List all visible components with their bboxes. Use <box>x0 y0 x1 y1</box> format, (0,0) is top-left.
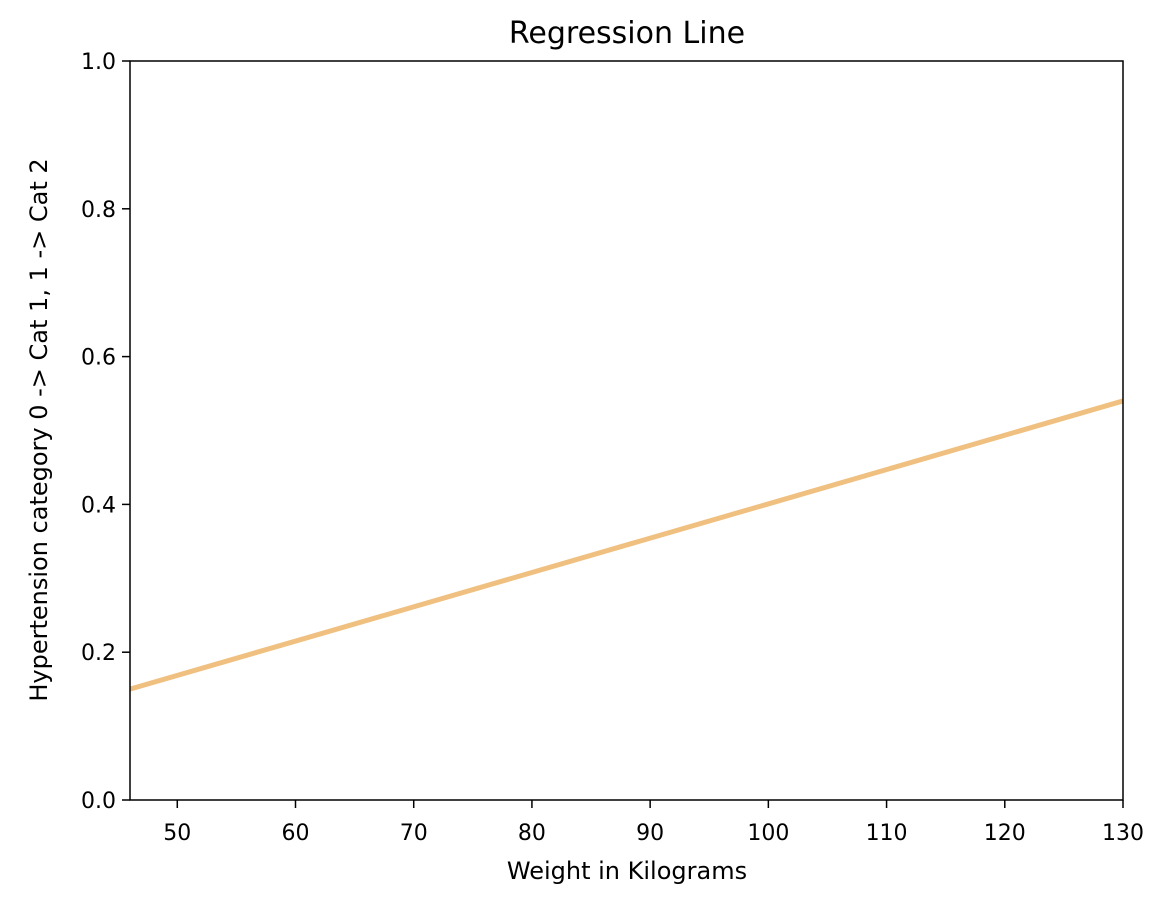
x-tick-label: 60 <box>282 821 310 846</box>
x-tick-label: 100 <box>747 821 789 846</box>
y-tick-label: 0.6 <box>81 346 116 371</box>
y-axis-label: Hypertension category 0 -> Cat 1, 1 -> C… <box>25 158 53 701</box>
y-axis: 0.0 0.2 0.4 0.6 0.8 1.0 <box>81 50 130 814</box>
x-tick-label: 120 <box>984 821 1026 846</box>
plot-area <box>129 60 1124 801</box>
x-axis: 50 60 70 80 90 100 110 120 130 <box>163 800 1144 846</box>
x-tick-label: 130 <box>1102 821 1144 846</box>
x-tick-label: 80 <box>518 821 546 846</box>
x-tick-label: 70 <box>400 821 428 846</box>
x-tick-label: 110 <box>866 821 908 846</box>
x-tick-label: 90 <box>636 821 664 846</box>
series-layer <box>129 398 1124 692</box>
y-tick-label: 0.4 <box>81 493 116 518</box>
y-tick-label: 0.2 <box>81 641 116 666</box>
regression-line <box>129 398 1124 692</box>
chart-title: Regression Line <box>509 16 745 51</box>
y-tick-label: 0.8 <box>81 198 116 223</box>
y-tick-label: 0.0 <box>81 789 116 814</box>
y-tick-label: 1.0 <box>81 50 116 75</box>
x-tick-label: 50 <box>163 821 191 846</box>
x-axis-label: Weight in Kilograms <box>507 857 747 885</box>
